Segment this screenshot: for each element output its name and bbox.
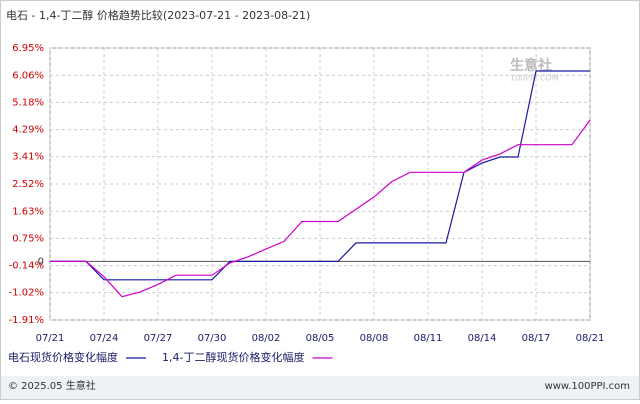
y-tick-label: 2.52% bbox=[12, 179, 44, 190]
series-line bbox=[50, 119, 591, 298]
y-tick-label: 1.63% bbox=[12, 206, 44, 217]
watermark: 生意社 bbox=[510, 57, 552, 74]
x-tick-label: 08/21 bbox=[576, 333, 605, 344]
x-tick-label: 08/05 bbox=[306, 333, 335, 344]
y-tick-label: -0.14% bbox=[9, 261, 44, 272]
footer-bar bbox=[1, 376, 639, 399]
footer-left: © 2025.05 生意社 bbox=[8, 379, 96, 392]
series-line bbox=[50, 70, 590, 281]
x-tick-label: 07/24 bbox=[90, 333, 119, 344]
footer-right: www.100PPI.com bbox=[545, 381, 630, 392]
y-tick-label: 3.41% bbox=[12, 152, 44, 163]
y-tick-label: 4.29% bbox=[12, 125, 44, 136]
legend-label: 电石现货价格变化幅度 bbox=[8, 350, 118, 364]
x-tick-label: 08/17 bbox=[522, 333, 551, 344]
y-tick-label: -1.91% bbox=[9, 315, 44, 326]
x-tick-label: 08/08 bbox=[360, 333, 389, 344]
x-tick-label: 07/27 bbox=[144, 333, 173, 344]
x-tick-label: 08/14 bbox=[468, 333, 497, 344]
x-tick-label: 07/30 bbox=[198, 333, 227, 344]
x-tick-label: 08/02 bbox=[252, 333, 281, 344]
y-tick-label: 0 bbox=[38, 256, 44, 267]
y-tick-label: -1.02% bbox=[9, 288, 44, 299]
y-tick-label: 5.18% bbox=[12, 97, 44, 108]
y-tick-label: 6.95% bbox=[12, 43, 44, 54]
legend-label: 1,4-丁二醇现货价格变化幅度 bbox=[162, 350, 304, 364]
y-tick-label: 6.06% bbox=[12, 70, 44, 81]
x-tick-label: 08/11 bbox=[414, 333, 443, 344]
y-tick-label: 0.75% bbox=[12, 233, 44, 244]
x-tick-label: 07/21 bbox=[36, 333, 65, 344]
chart-title: 电石 - 1,4-丁二醇 价格趋势比较(2023-07-21 - 2023-08… bbox=[6, 8, 310, 22]
